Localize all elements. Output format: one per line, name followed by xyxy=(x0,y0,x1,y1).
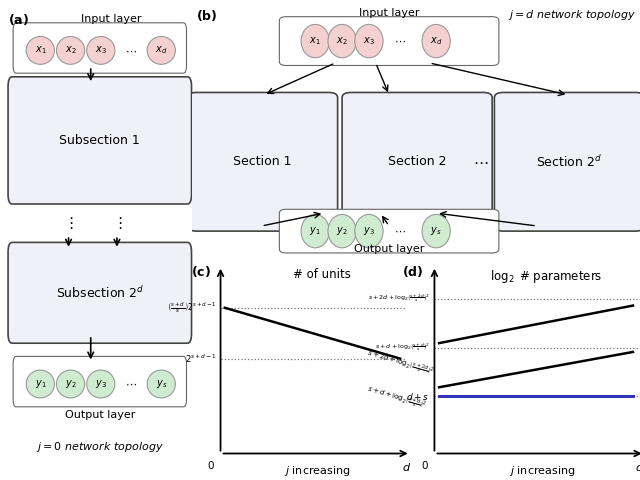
FancyBboxPatch shape xyxy=(8,242,191,343)
Ellipse shape xyxy=(301,215,330,248)
Text: Subsection $2^d$: Subsection $2^d$ xyxy=(56,285,144,301)
Text: Section 2: Section 2 xyxy=(388,156,446,168)
Text: $\log_2$ # parameters: $\log_2$ # parameters xyxy=(490,268,603,285)
Text: $\mathbf{(b)}$: $\mathbf{(b)}$ xyxy=(196,8,218,23)
Text: $\mathbf{(d)}$: $\mathbf{(d)}$ xyxy=(402,264,423,278)
Text: 0: 0 xyxy=(208,461,214,471)
FancyBboxPatch shape xyxy=(280,17,499,65)
Text: $j$ increasing: $j$ increasing xyxy=(509,464,575,478)
FancyBboxPatch shape xyxy=(280,209,499,253)
FancyBboxPatch shape xyxy=(13,356,186,407)
Ellipse shape xyxy=(328,24,356,58)
Ellipse shape xyxy=(301,24,330,58)
Text: # of units: # of units xyxy=(293,268,351,281)
Text: Input layer: Input layer xyxy=(81,14,141,24)
Text: $y_3$: $y_3$ xyxy=(363,225,375,237)
Text: $d$: $d$ xyxy=(402,461,411,473)
Text: 0: 0 xyxy=(421,461,428,471)
Text: $y_2$: $y_2$ xyxy=(65,378,76,390)
Ellipse shape xyxy=(147,36,175,64)
Text: $x_1$: $x_1$ xyxy=(309,35,321,47)
Text: $y_s$: $y_s$ xyxy=(431,225,442,237)
Text: $d$: $d$ xyxy=(636,461,640,473)
FancyBboxPatch shape xyxy=(494,93,640,231)
Text: $s+2d+\log_2\!\left(\frac{s+2d}{s}\right)^{\!2}$: $s+2d+\log_2\!\left(\frac{s+2d}{s}\right… xyxy=(365,348,435,380)
Text: $s+2d+\log_2\!\left(\frac{s+2d}{s}\right)^{\!2}$: $s+2d+\log_2\!\left(\frac{s+2d}{s}\right… xyxy=(368,293,430,304)
Text: $s+d+\log_2\!\left(\frac{s+d}{s}\right)^{\!2}$: $s+d+\log_2\!\left(\frac{s+d}{s}\right)^… xyxy=(375,342,430,353)
Text: $y_2$: $y_2$ xyxy=(336,225,348,237)
Text: $y_s$: $y_s$ xyxy=(156,378,167,390)
Text: $y_1$: $y_1$ xyxy=(35,378,46,390)
Text: $2^{s+d-1}$: $2^{s+d-1}$ xyxy=(184,352,216,365)
Text: $y_1$: $y_1$ xyxy=(309,225,321,237)
Text: $\left(\frac{s+d}{s}\right)2^{s+d-1}$: $\left(\frac{s+d}{s}\right)2^{s+d-1}$ xyxy=(166,300,216,315)
Text: $\vdots$: $\vdots$ xyxy=(112,215,122,231)
Text: $x_d$: $x_d$ xyxy=(430,35,442,47)
FancyBboxPatch shape xyxy=(13,23,186,73)
Text: Output layer: Output layer xyxy=(354,244,424,254)
Text: $d+s$: $d+s$ xyxy=(406,391,430,402)
Ellipse shape xyxy=(422,24,451,58)
Text: Input layer: Input layer xyxy=(359,8,419,18)
Text: $\cdots$: $\cdots$ xyxy=(394,36,406,46)
Ellipse shape xyxy=(26,36,54,64)
Text: $x_d$: $x_d$ xyxy=(155,45,168,56)
Ellipse shape xyxy=(86,370,115,398)
Text: Section $2^d$: Section $2^d$ xyxy=(536,154,602,170)
Ellipse shape xyxy=(422,215,451,248)
Text: $j = 0$ network topology: $j = 0$ network topology xyxy=(36,440,164,454)
Ellipse shape xyxy=(355,215,383,248)
Text: Subsection 1: Subsection 1 xyxy=(60,134,140,147)
Ellipse shape xyxy=(86,36,115,64)
Text: $\cdots$: $\cdots$ xyxy=(125,46,137,55)
Ellipse shape xyxy=(355,24,383,58)
Text: $\cdots$: $\cdots$ xyxy=(394,226,406,236)
Text: $x_3$: $x_3$ xyxy=(95,45,107,56)
Text: $y_3$: $y_3$ xyxy=(95,378,107,390)
Text: $\cdots$: $\cdots$ xyxy=(473,154,489,169)
Text: $x_2$: $x_2$ xyxy=(65,45,76,56)
Ellipse shape xyxy=(328,215,356,248)
Text: $x_2$: $x_2$ xyxy=(336,35,348,47)
Text: $x_1$: $x_1$ xyxy=(35,45,46,56)
Text: $\mathbf{(c)}$: $\mathbf{(c)}$ xyxy=(191,264,211,278)
Text: $\vdots$: $\vdots$ xyxy=(63,215,74,231)
Ellipse shape xyxy=(26,370,54,398)
Text: $j = d$ network topology: $j = d$ network topology xyxy=(508,8,636,22)
Text: $j$ increasing: $j$ increasing xyxy=(284,464,351,478)
Text: $x_3$: $x_3$ xyxy=(363,35,375,47)
FancyBboxPatch shape xyxy=(8,77,191,204)
Text: Output layer: Output layer xyxy=(65,410,135,420)
Text: $\mathbf{(a)}$: $\mathbf{(a)}$ xyxy=(8,12,29,27)
Text: $s+d+\log_2\!\left(\frac{s+d}{s}\right)^{\!2}$: $s+d+\log_2\!\left(\frac{s+d}{s}\right)^… xyxy=(365,383,428,413)
Ellipse shape xyxy=(56,370,84,398)
Text: $\cdots$: $\cdots$ xyxy=(125,379,137,389)
FancyBboxPatch shape xyxy=(188,93,338,231)
Text: Section 1: Section 1 xyxy=(234,156,292,168)
FancyBboxPatch shape xyxy=(342,93,492,231)
Ellipse shape xyxy=(56,36,84,64)
Ellipse shape xyxy=(147,370,175,398)
